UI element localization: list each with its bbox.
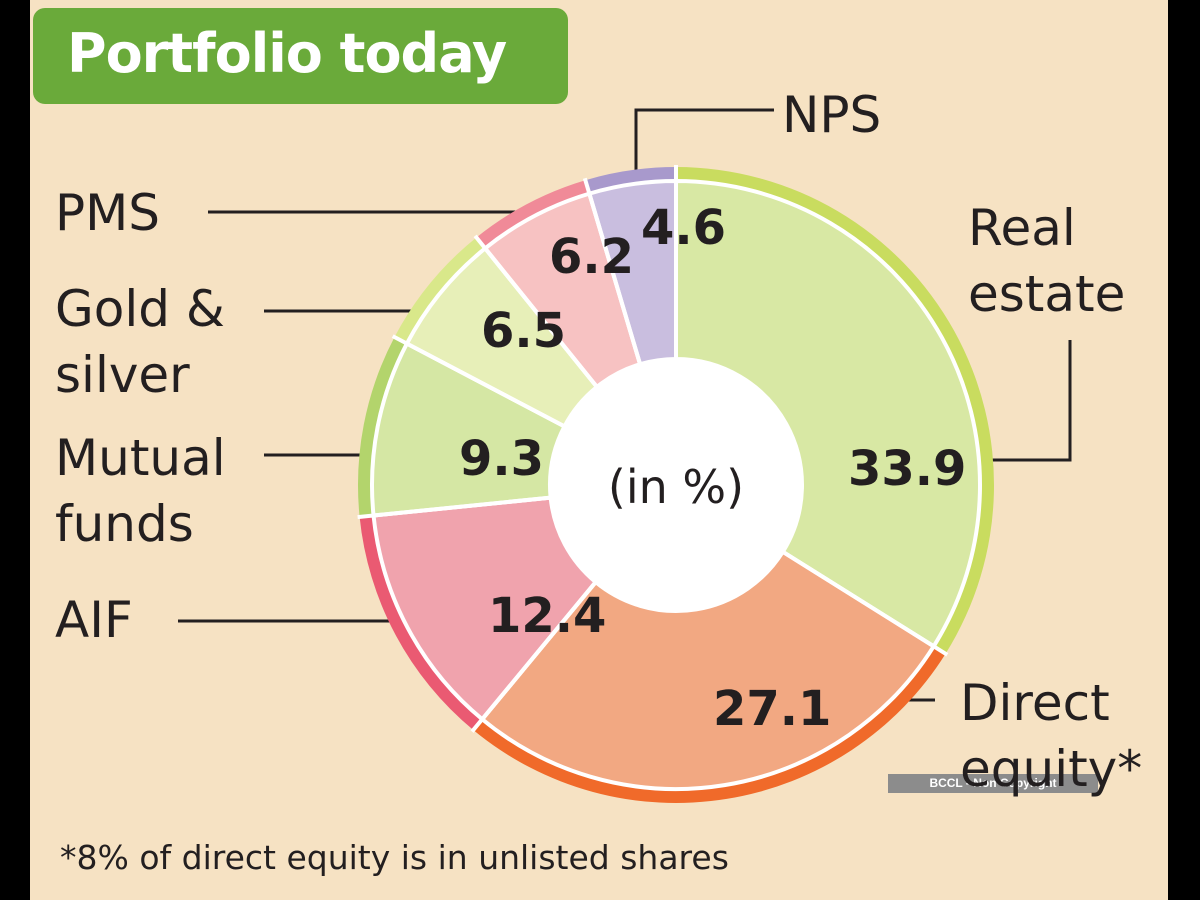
category-label-gold-silver: Gold & <box>55 280 225 338</box>
value-label-real-estate: 33.9 <box>848 441 966 497</box>
value-label-nps: 4.6 <box>641 200 726 256</box>
category-label-mutual-funds: Mutual <box>55 429 226 487</box>
title-badge: Portfolio today <box>33 8 568 104</box>
leader-nps <box>634 108 774 190</box>
category-label-real-estate: Real <box>968 199 1076 257</box>
category-label-real-estate: estate <box>968 265 1126 323</box>
chart-panel: Portfolio today (in %) 33.9 27.1 12.4 9.3 6.… <box>30 0 1168 900</box>
slice-separator <box>391 334 566 429</box>
value-label-aif: 12.4 <box>488 588 606 644</box>
slice-separator <box>470 580 598 733</box>
category-label-direct-equity: Direct <box>960 674 1110 732</box>
center-label: (in %) <box>608 460 744 514</box>
value-labels: 33.9 27.1 12.4 9.3 6.5 6.24.6 <box>459 200 966 737</box>
chart-title: Portfolio today <box>67 22 507 85</box>
category-label-direct-equity: equity* <box>960 740 1143 798</box>
slice-separator <box>473 234 599 389</box>
value-label-mutual-funds: 9.3 <box>459 431 544 487</box>
watermark: BCCL - Non Copyright <box>888 774 1098 793</box>
value-label-gold-silver: 6.5 <box>481 303 566 359</box>
slice-separator <box>582 177 643 365</box>
category-label-pms: PMS <box>55 184 161 242</box>
slice-separator <box>357 495 551 520</box>
donut-hole <box>550 359 802 611</box>
footnote: *8% of direct equity is in unlisted shar… <box>60 838 729 877</box>
category-label-gold-silver: silver <box>55 346 190 404</box>
donut-chart: (in %) 33.9 27.1 12.4 9.3 6.5 6.24.6 <box>178 108 1072 803</box>
category-label-mutual-funds: funds <box>55 495 194 553</box>
donut-slices <box>357 165 994 803</box>
slice-separator <box>781 550 949 657</box>
category-label-aif: AIF <box>55 591 133 649</box>
category-label-nps: NPS <box>782 86 882 144</box>
value-label-pms: 6.2 <box>549 229 634 285</box>
value-label-direct-equity: 27.1 <box>713 681 831 737</box>
